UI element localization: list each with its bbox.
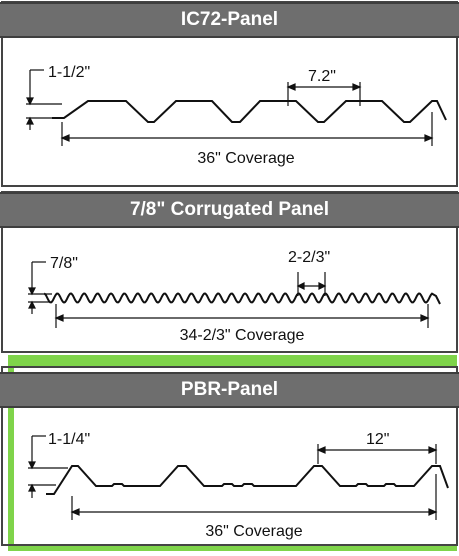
corrugated-coverage-label: 34-2/3" Coverage bbox=[180, 327, 305, 344]
corrugated-profile bbox=[43, 292, 441, 305]
corrugated-spacing-label: 2-2/3" bbox=[288, 249, 330, 266]
pbr-coverage-label: 36" Coverage bbox=[205, 523, 302, 540]
corrugated-diagram bbox=[43, 292, 441, 305]
ic72-height-label: 1-1/2" bbox=[48, 64, 90, 81]
ic72-title: IC72-Panel bbox=[0, 2, 459, 38]
corrugated-dimensions bbox=[28, 261, 430, 328]
pbr-dimensions bbox=[28, 435, 438, 520]
pbr-frame bbox=[1, 366, 458, 546]
pbr-profile bbox=[46, 465, 449, 495]
ic72-coverage-label: 36" Coverage bbox=[197, 150, 294, 167]
ic72-spacing-label: 7.2" bbox=[308, 68, 336, 85]
ic72-profile bbox=[52, 100, 447, 123]
pbr-height-label: 1-1/4" bbox=[48, 431, 90, 448]
corrugated-title: 7/8" Corrugated Panel bbox=[0, 192, 459, 228]
green-highlight-bottom bbox=[8, 546, 457, 551]
green-highlight-left bbox=[8, 355, 14, 551]
corrugated-height-label: 7/8" bbox=[50, 255, 78, 272]
green-highlight-top bbox=[8, 355, 457, 367]
pbr-spacing-label: 12" bbox=[366, 431, 389, 448]
pbr-diagram bbox=[46, 465, 449, 495]
ic72-diagram bbox=[52, 100, 447, 123]
pbr-title: PBR-Panel bbox=[0, 372, 459, 408]
ic72-dimensions bbox=[26, 69, 434, 146]
